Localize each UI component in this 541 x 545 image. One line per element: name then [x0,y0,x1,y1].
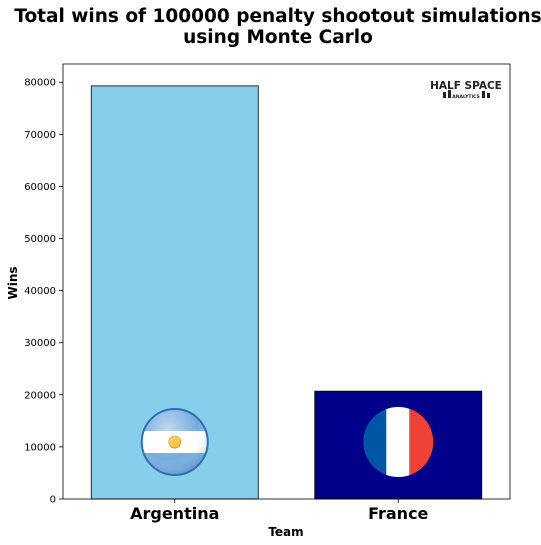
x-tick-label-france: France [368,504,428,523]
x-axis-ticks: Argentina France [130,499,429,523]
watermark-line-1: HALF SPACE [430,80,502,92]
plot-frame [62,63,511,500]
watermark-bar-1 [443,92,446,98]
y-tick-label: 80000 [24,78,56,89]
watermark-bar-3 [482,91,485,98]
argentina-flag-icon [140,408,209,476]
y-tick-label: 70000 [24,130,56,141]
y-tick-label: 60000 [24,182,56,193]
x-tick-label-argentina: Argentina [130,504,219,523]
watermark-bar-4 [487,93,490,98]
watermark-line-2: ANALYTICS [452,94,480,100]
watermark-logo: HALF SPACE ANALYTICS [430,80,502,100]
flag-icons [140,407,434,477]
y-tick-label: 10000 [24,442,56,453]
chart-title-line-1: Total wins of 100000 penalty shootout si… [14,6,541,27]
y-tick-label: 30000 [24,338,56,349]
france-flag-icon [363,407,434,477]
chart-title-line-2: using Monte Carlo [183,27,373,48]
y-axis-label: Wins [6,266,20,299]
y-tick-label: 20000 [24,390,56,401]
y-tick-label: 50000 [24,234,56,245]
x-axis-label: Team [268,525,303,539]
y-axis-ticks: 0 10000 20000 30000 40000 50000 60000 70000 8000… [24,78,63,506]
y-tick-label: 0 [50,495,56,506]
bars [90,85,483,500]
chart-title: Total wins of 100000 penalty shootout si… [14,6,541,48]
watermark-bar-2 [448,90,451,98]
y-tick-label: 40000 [24,286,56,297]
